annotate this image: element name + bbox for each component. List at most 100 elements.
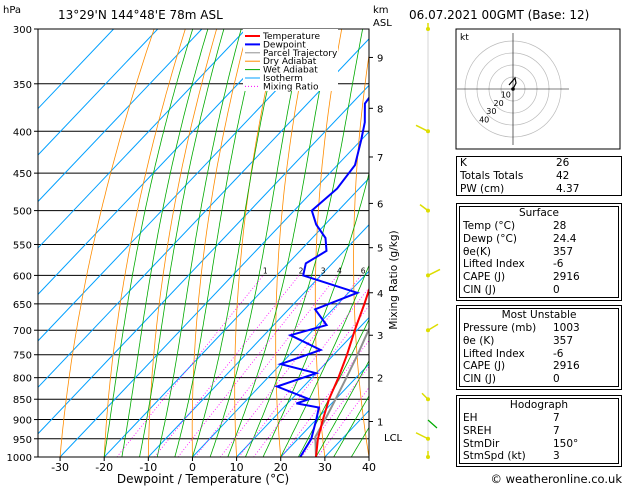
mixing-ratio-line [154,275,300,457]
row-value: 2916 [553,271,580,284]
row-value: 4.37 [556,182,580,195]
wet-adiabat-line [245,29,363,457]
x-tick-label: 10 [230,461,244,474]
mixing-ratio-label: 8 [378,266,383,275]
table-row: Temp (°C) 28 [460,220,618,233]
sounding-series [274,96,369,457]
km-tick-label: 9 [377,53,383,64]
temperature-line [315,286,369,457]
wind-barb [415,432,429,440]
row-value: 357 [553,245,574,258]
row-value: 0 [553,283,560,296]
row-label: θe(K) [463,245,491,258]
km-tick-label: 7 [377,153,383,164]
pressure-tick-label: 600 [13,271,32,282]
row-value: 150° [553,437,579,450]
row-value: -6 [553,258,564,271]
most-unstable-table: Most Unstable Pressure (mb) 1003 θe (K) 357 L… [456,305,622,390]
km-tick-label: 2 [377,374,383,385]
wind-barb-dot [426,436,430,441]
isotherm-line [38,29,291,296]
x-tick-label: 30 [318,461,332,474]
isotherm-line [38,38,369,389]
wet-adiabat-line [227,29,332,457]
mixing-ratio-line [280,339,369,457]
lcl-label: LCL [384,433,403,444]
x-tick-label: 40 [362,461,376,474]
isotherm-line [38,29,247,249]
wet-adiabat-line [280,264,369,457]
wind-barb-dot [426,455,430,459]
table-row: θe(K) 357 [460,246,618,259]
pressure-tick-label: 300 [13,25,32,36]
legend-entry: Temperature [262,32,320,42]
table-section: Most Unstable Pressure (mb) 1003 θe (K) 357 L… [459,308,619,387]
row-value: 26 [556,157,570,169]
isotherm-line [38,84,369,435]
mixing-ratio-label: 1 [263,266,268,275]
copyright-footer: © weatheronline.co.uk [490,472,622,486]
row-label: Pressure (mb) [463,322,537,334]
wet-adiabat-line [139,29,225,457]
row-label: θe (K) [463,334,495,347]
row-value: 7 [553,412,560,424]
row-label: CAPE (J) [463,360,506,373]
isotherm-line [280,363,369,457]
table-row: Pressure (mb) 1003 [460,322,618,335]
dry-adiabat-line [147,29,217,457]
table-section: Hodograph EH 7 SREH 7 StmDir 150° StmSpd (kt) 3 [459,398,619,465]
isotherm-line [236,316,369,457]
legend-entry: Dewpoint [263,40,306,50]
pressure-tick-label: 950 [13,435,32,446]
wind-barb [427,268,441,277]
row-value: 7 [553,424,560,437]
mixing-ratio-label: 2 [299,266,304,275]
row-value: 42 [556,169,570,182]
wind-profile [415,23,441,459]
pressure-tick-label: 900 [13,416,32,427]
hodograph-trace [508,76,517,90]
indices-table: K 26 Totals Totals 42 PW (cm) 4.37 [456,156,622,197]
hodograph-unit-label: kt [460,33,469,43]
pressure-tick-label: 850 [13,395,32,406]
isotherm-line [147,223,369,457]
pressure-tick-label: 750 [13,351,32,362]
row-value: -6 [553,347,564,360]
pressure-tick-label: 650 [13,300,32,311]
isotherm-line [192,270,369,457]
pressure-tick-label: 500 [13,207,32,218]
row-label: CIN (J) [463,283,496,296]
section-title: Hodograph [509,399,569,411]
row-label: StmDir [463,437,500,450]
km-tick-label: 8 [377,104,383,115]
axes: 3003504004505005506006507007508008509009… [7,25,403,474]
wet-adiabat-line [209,29,305,457]
wind-barb [427,419,438,429]
row-value: 0 [553,373,560,386]
mixing-ratio-label: 3 [321,266,326,275]
wet-adiabat-line [156,29,242,457]
table-row: θe (K) 357 [460,335,618,348]
mixing-ratio-line [317,386,369,457]
hodograph-ring-label: 30 [486,107,496,116]
dry-adiabat-line [59,29,155,457]
row-label: K [460,157,467,169]
isotherm-line [38,29,335,342]
table-row: Lifted Index -6 [460,348,618,361]
dry-adiabat-line [623,29,629,457]
surface-table: Surface Temp (°C) 28 Dewp (°C) 24.4 θe(K) 357 L… [456,203,622,301]
mixing-ratio-line [177,275,322,457]
row-label: Lifted Index [463,347,525,360]
table-row: CIN (J) 0 [460,373,618,386]
x-tick-label: -30 [51,461,69,474]
pressure-tick-label: 700 [13,326,32,337]
x-tick-label: 20 [274,461,288,474]
dry-adiabat-line [234,29,280,457]
row-label: CAPE (J) [463,271,506,284]
datetime-title: 06.07.2021 00GMT (Base: 12) [409,8,589,22]
legend-entry: Wet Adiabat [263,66,318,76]
row-label: Totals Totals [460,169,524,182]
